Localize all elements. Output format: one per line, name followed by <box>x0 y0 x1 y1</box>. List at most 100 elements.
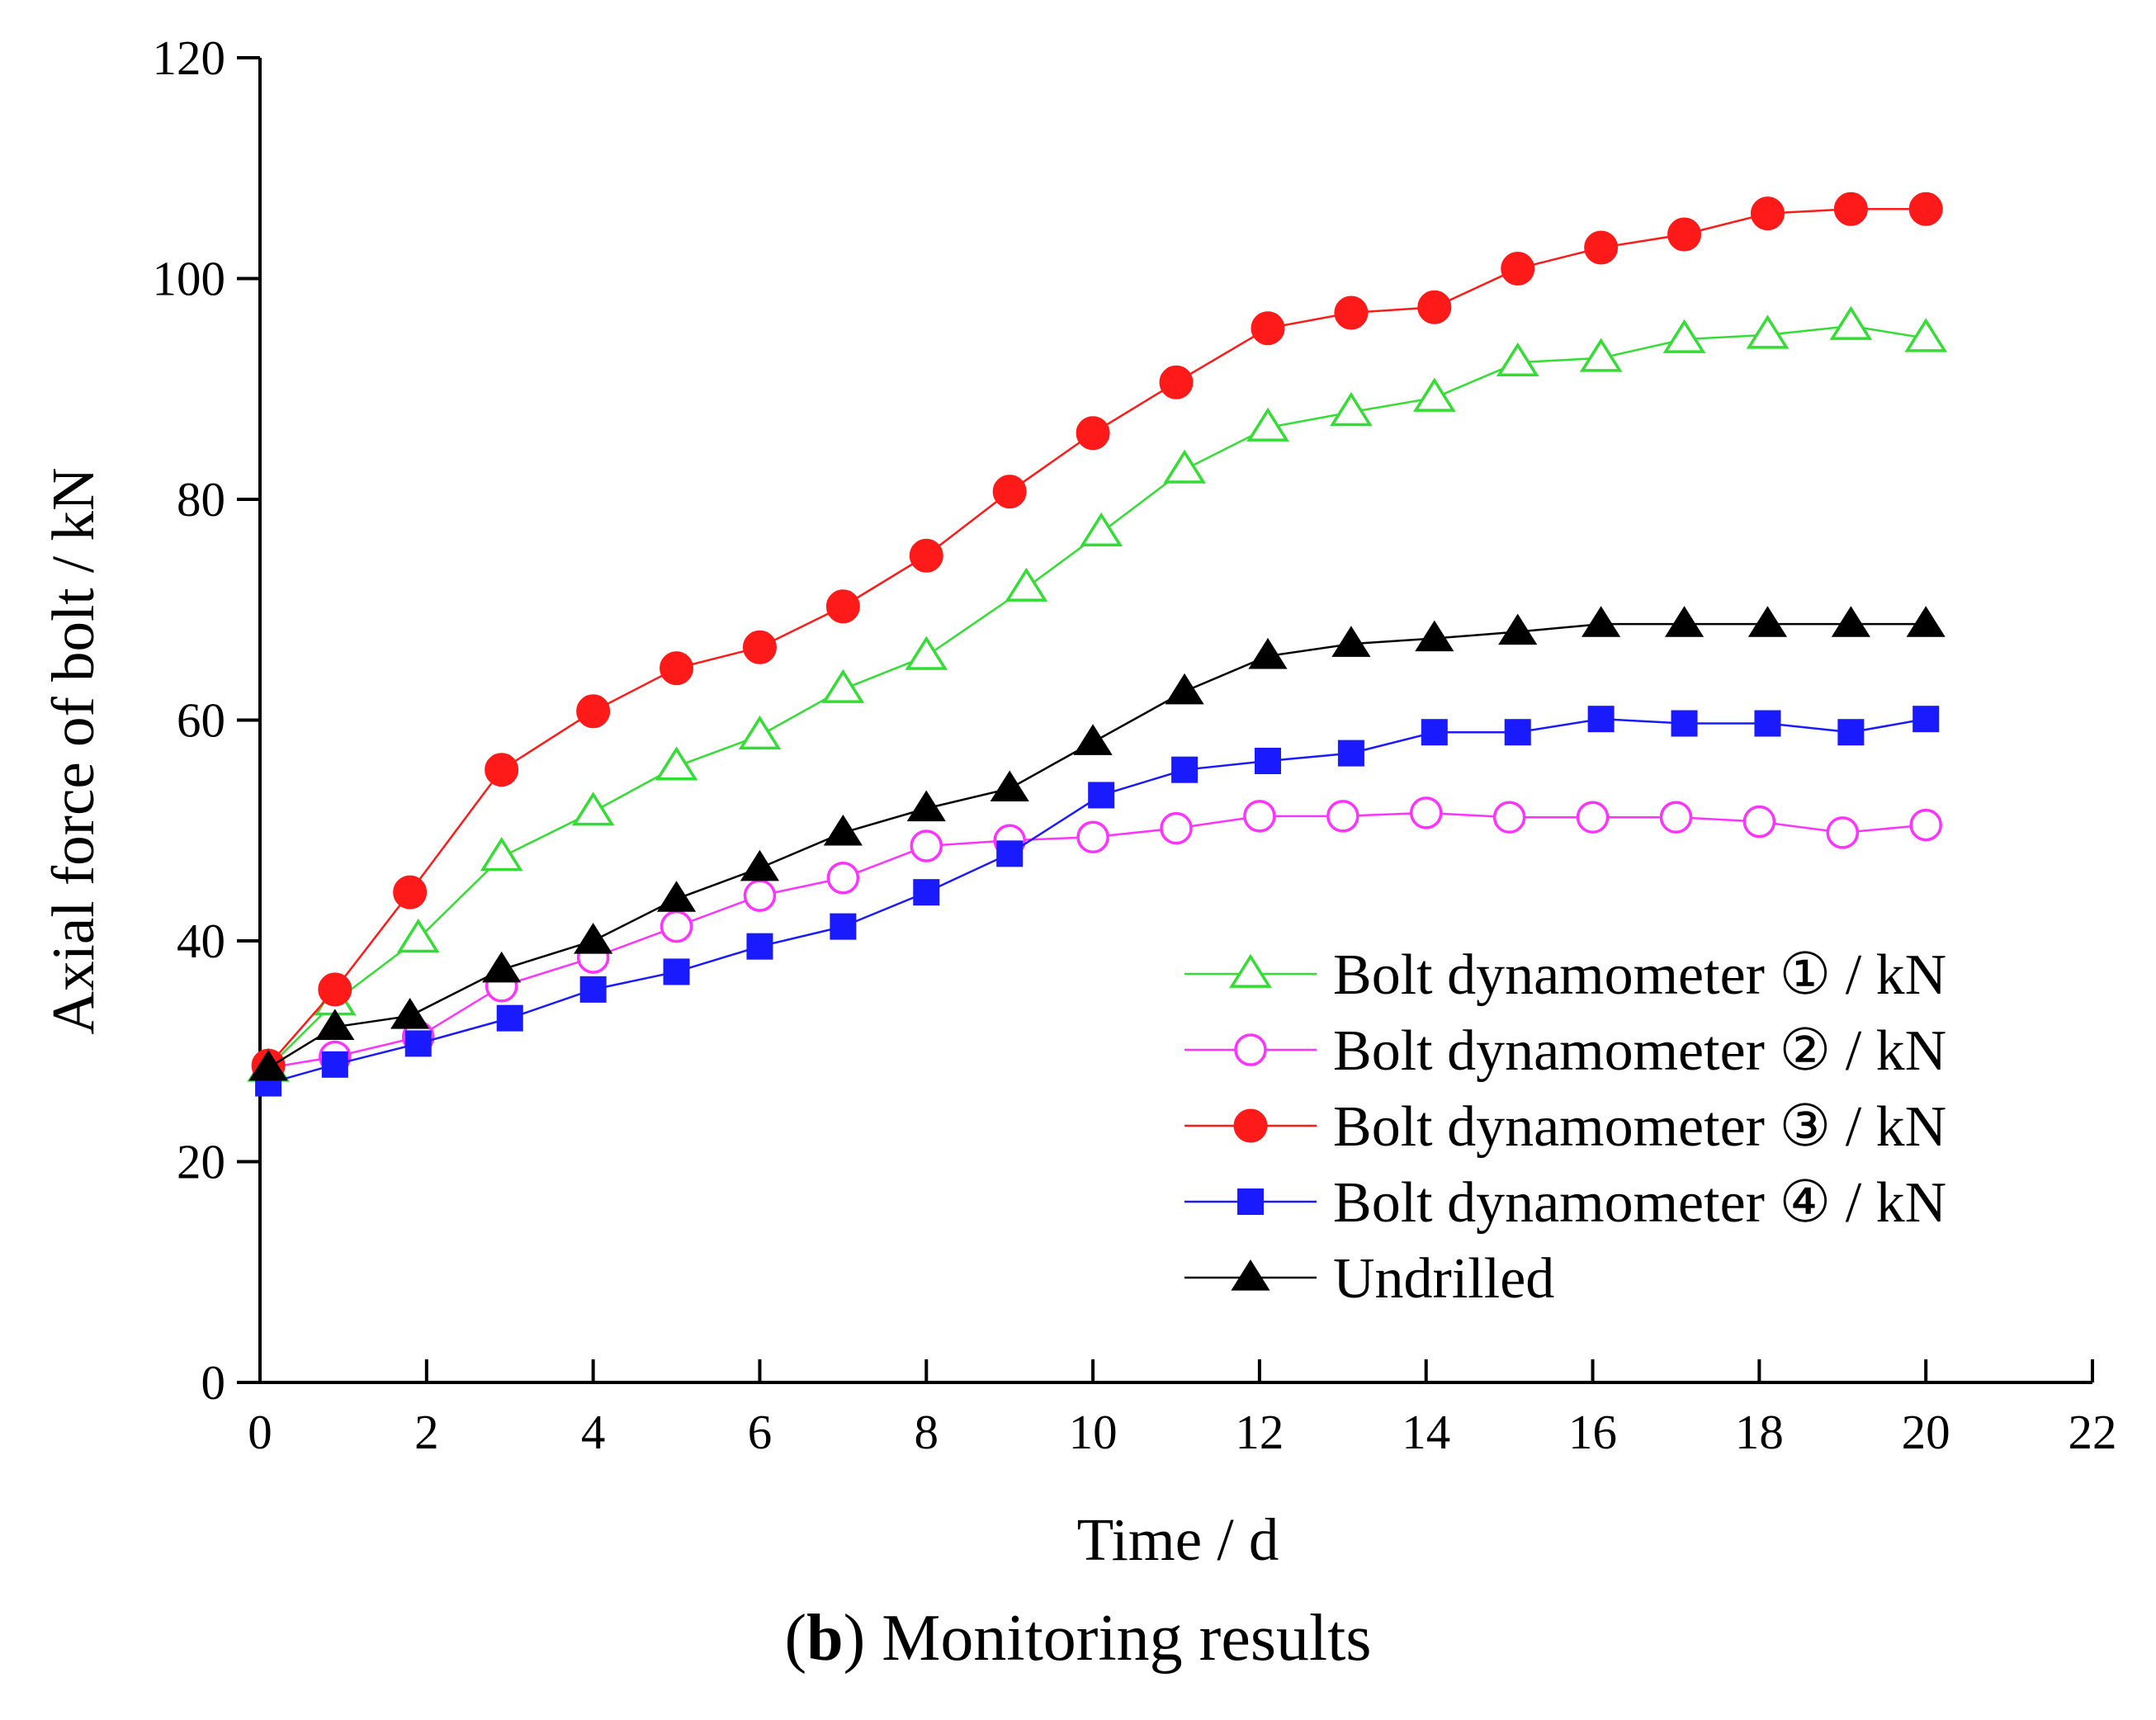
data-point <box>1412 377 1456 412</box>
y-tick-label: 120 <box>153 31 226 85</box>
data-point <box>1584 230 1619 265</box>
data-point <box>1334 295 1369 330</box>
data-point <box>909 538 943 573</box>
data-point <box>571 791 615 826</box>
data-point <box>1171 756 1199 783</box>
data-point <box>482 951 522 983</box>
series-3 <box>251 191 1943 1083</box>
data-point <box>485 753 519 787</box>
x-tick-label: 20 <box>1902 1405 1950 1459</box>
x-tick-label: 18 <box>1735 1405 1784 1459</box>
data-point <box>248 1049 288 1081</box>
legend-label: Bolt dynamometer ④ / kN <box>1333 1171 1946 1235</box>
legend-item-3: Bolt dynamometer ③ / kN <box>1184 1095 1946 1159</box>
data-point <box>1501 251 1535 286</box>
data-point <box>913 879 940 906</box>
data-point <box>1747 606 1788 637</box>
data-point <box>821 669 865 703</box>
data-point <box>990 770 1029 802</box>
data-point <box>579 976 607 1003</box>
data-point <box>390 998 430 1029</box>
data-point <box>318 972 352 1007</box>
data-point <box>1742 805 1776 839</box>
data-point <box>1417 290 1452 324</box>
legend-label: Bolt dynamometer ① / kN <box>1333 943 1946 1007</box>
data-point <box>742 630 777 664</box>
data-point <box>1904 318 1948 352</box>
y-tick-label: 20 <box>177 1135 225 1189</box>
data-point <box>315 1009 355 1040</box>
figure-caption: (b) Monitoring results <box>784 1602 1372 1675</box>
x-tick-label: 0 <box>248 1405 272 1459</box>
data-point <box>1005 567 1048 602</box>
y-tick-label: 60 <box>177 693 225 748</box>
data-point <box>1076 416 1110 451</box>
data-point <box>1667 217 1702 252</box>
legend-label: Bolt dynamometer ② / kN <box>1333 1019 1946 1083</box>
data-point <box>1421 719 1448 746</box>
data-point <box>1908 191 1943 226</box>
data-point <box>1662 319 1706 353</box>
x-axis-title: Time / d <box>1077 1506 1279 1573</box>
data-point <box>655 746 698 781</box>
y-tick-label: 0 <box>201 1355 226 1410</box>
data-point <box>574 923 613 954</box>
x-tick-label: 4 <box>581 1405 606 1459</box>
x-tick-label: 22 <box>2069 1405 2117 1459</box>
data-point <box>1576 801 1610 834</box>
y-tick-label: 40 <box>177 914 225 968</box>
data-point <box>1163 449 1206 484</box>
data-point <box>393 875 428 910</box>
y-tick-label: 100 <box>153 252 226 306</box>
caption-label: b <box>806 1602 844 1675</box>
series-layer <box>247 191 1948 1097</box>
data-point <box>404 1030 432 1057</box>
data-point <box>826 862 860 895</box>
data-point <box>1750 196 1785 231</box>
legend-marker <box>1229 953 1272 988</box>
data-point <box>996 840 1024 867</box>
y-tick-label: 80 <box>177 472 225 527</box>
axes: 0 20 40 60 80 100 120 0 2 4 6 8 10 12 14 16 18 20 22 <box>153 31 2117 1459</box>
data-point <box>1255 747 1281 774</box>
data-point <box>1913 706 1940 733</box>
data-point <box>1165 673 1204 705</box>
x-tick-label: 2 <box>414 1405 439 1459</box>
data-point <box>1496 342 1539 377</box>
data-point <box>823 814 863 846</box>
data-point <box>905 636 948 670</box>
data-point <box>1330 392 1373 427</box>
data-point <box>1073 724 1113 755</box>
data-point <box>1248 637 1288 669</box>
x-tick-label: 14 <box>1402 1405 1450 1459</box>
data-point <box>1251 311 1285 346</box>
legend-label: Undrilled <box>1333 1247 1554 1311</box>
legend-marker <box>1231 1259 1270 1291</box>
data-point <box>321 1051 348 1078</box>
legend-label: Bolt dynamometer ③ / kN <box>1333 1095 1946 1159</box>
data-point <box>1088 782 1115 809</box>
data-point <box>743 879 777 912</box>
data-point <box>656 881 697 912</box>
data-point <box>746 933 773 960</box>
legend-item-1: Bolt dynamometer ① / kN <box>1184 943 1946 1007</box>
data-point <box>1746 314 1790 349</box>
data-point <box>1909 808 1942 842</box>
data-point <box>660 910 693 943</box>
data-point <box>1080 512 1123 546</box>
data-point <box>1159 365 1194 399</box>
data-point <box>830 913 857 940</box>
data-point <box>1076 820 1109 854</box>
data-point <box>1243 800 1276 833</box>
data-point <box>1246 407 1289 442</box>
data-point <box>1492 801 1526 834</box>
legend-marker <box>1237 1188 1264 1215</box>
data-point <box>1664 606 1704 637</box>
data-point <box>480 837 523 872</box>
data-point <box>906 790 946 822</box>
series-4 <box>255 706 1940 1097</box>
data-point <box>1409 796 1443 829</box>
data-point <box>910 829 943 862</box>
x-tick-label: 10 <box>1069 1405 1118 1459</box>
data-point <box>740 849 780 881</box>
